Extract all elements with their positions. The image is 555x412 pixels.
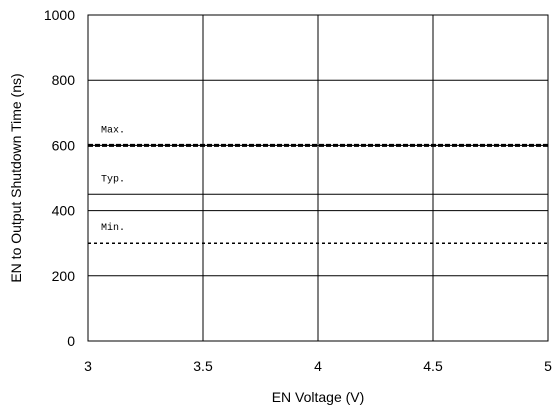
series-label: Min. [101,222,125,234]
y-tick-labels: 0 200 400 600 800 1000 [44,7,75,349]
plot-area-frame [87,14,549,342]
series-lines [88,143,548,244]
series-label: Typ. [101,174,125,185]
x-tick-label: 5 [544,358,552,374]
x-tick-label: 3.5 [193,358,213,374]
y-tick-label: 600 [52,137,76,153]
y-tick-label: 800 [52,72,76,88]
y-tick-label: 1000 [44,7,75,23]
y-axis-title: EN to Output Shutdown Time (ns) [8,73,24,282]
x-tick-label: 4 [314,358,322,374]
y-tick-label: 400 [52,203,76,219]
x-tick-label: 4.5 [423,358,443,374]
series-labels: Max. Typ. Min. [101,125,125,234]
y-tick-label: 200 [52,268,76,284]
grid-lines [87,14,549,342]
x-axis-title: EN Voltage (V) [272,389,365,405]
x-tick-label: 3 [84,358,92,374]
x-tick-labels: 3 3.5 4 4.5 5 [84,358,552,374]
series-label: Max. [101,125,125,136]
y-tick-label: 0 [67,333,75,349]
